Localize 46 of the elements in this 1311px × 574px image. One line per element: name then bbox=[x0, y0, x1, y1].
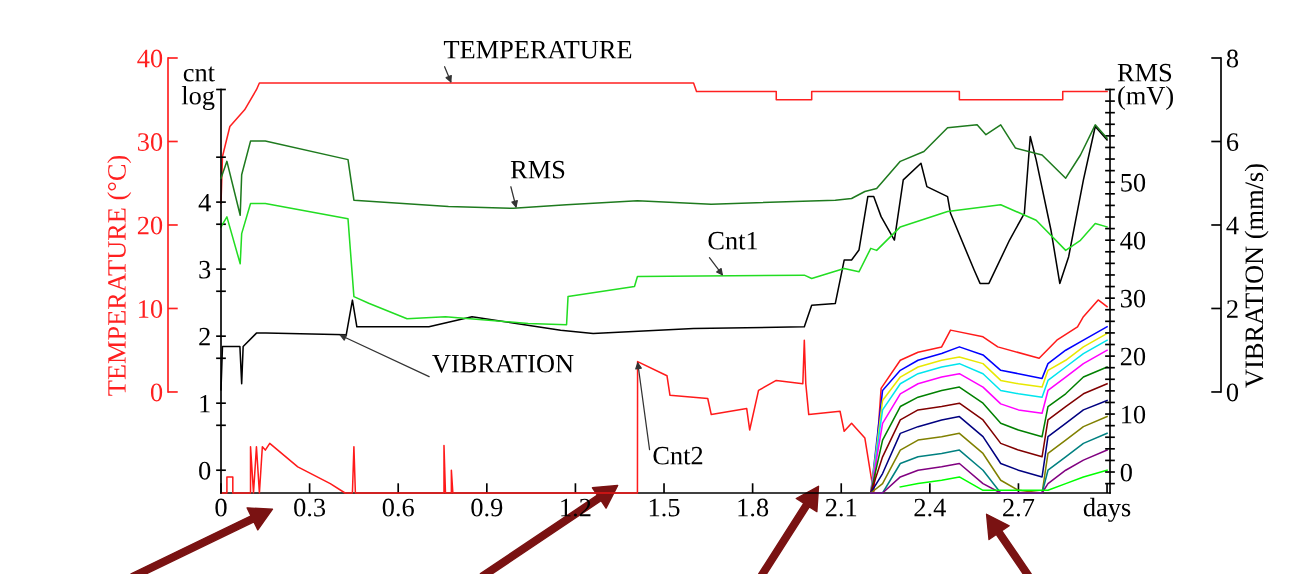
line-series bbox=[220, 202, 1108, 326]
y-tick-label: 20 bbox=[137, 216, 163, 235]
y2-tick-label: 50 bbox=[1121, 173, 1146, 192]
y-tick-label: 40 bbox=[137, 49, 163, 68]
y2-tick-label: 4 bbox=[1226, 216, 1239, 235]
x-tick-label: 0.6 bbox=[382, 498, 414, 517]
y-tick-label: 2 bbox=[199, 327, 210, 346]
x-tick-label: 1.5 bbox=[649, 498, 680, 517]
y-axis-title: TEMPERATURE (°C) bbox=[107, 155, 132, 396]
y2-tick-label: 20 bbox=[1120, 347, 1146, 366]
y-tick-label: 0 bbox=[150, 383, 163, 402]
y-axis-title: cnt log bbox=[181, 66, 215, 111]
x-tick-label: days bbox=[1083, 497, 1131, 522]
line-series bbox=[220, 124, 1108, 217]
x-tick-label: 2.7 bbox=[1003, 498, 1035, 517]
y-tick-label: 3 bbox=[199, 260, 211, 279]
series-label: Cnt1 bbox=[708, 231, 758, 250]
y-tick-label: 4 bbox=[198, 193, 211, 212]
y2-tick-label: 0 bbox=[1226, 383, 1239, 402]
series-label: Cnt2 bbox=[653, 446, 703, 465]
series-label: TEMPERATURE bbox=[443, 40, 632, 59]
x-tick-label: 0 bbox=[215, 498, 227, 517]
x-tick-label: 2.4 bbox=[914, 498, 946, 517]
x-tick-label: 1.8 bbox=[738, 498, 769, 517]
x-tick-label: 2.1 bbox=[825, 498, 857, 517]
y-tick-label: 30 bbox=[138, 133, 163, 151]
y2-tick-label: 6 bbox=[1226, 133, 1239, 151]
line-series bbox=[899, 469, 1108, 492]
y2-axis-title: VIBRATION (mm/s) bbox=[1244, 164, 1269, 388]
series-label: VIBRATION bbox=[432, 354, 574, 373]
y2-tick-label: 2 bbox=[1227, 300, 1238, 318]
line-series bbox=[870, 449, 1108, 494]
x-tick-label: 0.9 bbox=[471, 498, 503, 517]
y2-tick-label: 8 bbox=[1226, 49, 1239, 68]
y-tick-label: 1 bbox=[200, 394, 210, 413]
y2-tick-label: 30 bbox=[1120, 289, 1146, 308]
line-series bbox=[870, 415, 1108, 494]
y-tick-label: 0 bbox=[199, 461, 211, 480]
y-tick-label: 10 bbox=[139, 300, 163, 318]
x-tick-label: 0.3 bbox=[294, 498, 326, 517]
y2-tick-label: 10 bbox=[1122, 405, 1146, 424]
series-label: RMS bbox=[510, 160, 565, 179]
y2-axis-title: RMS (mV) bbox=[1117, 63, 1173, 110]
y2-tick-label: 40 bbox=[1120, 231, 1146, 250]
y2-tick-label: 0 bbox=[1120, 463, 1132, 482]
line-series bbox=[870, 399, 1108, 494]
